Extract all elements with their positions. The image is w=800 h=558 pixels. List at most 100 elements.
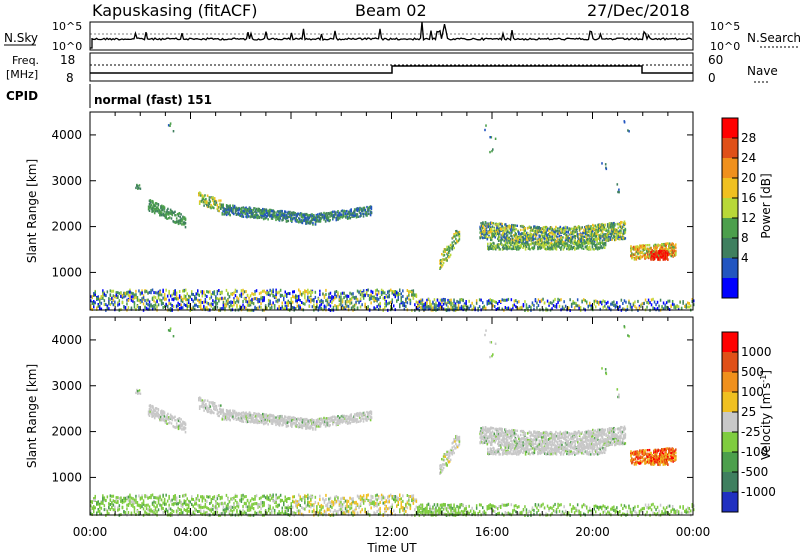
range-gate-cell — [386, 303, 388, 306]
range-gate-cell — [360, 293, 362, 296]
range-gate-cell — [399, 289, 401, 292]
range-gate-cell — [209, 401, 211, 403]
range-gate-cell — [588, 248, 590, 250]
range-gate-cell — [492, 225, 494, 227]
range-gate-cell — [280, 307, 282, 310]
range-gate-cell — [363, 213, 365, 215]
range-gate-cell — [471, 302, 473, 305]
range-gate-cell — [441, 253, 443, 255]
range-gate-cell — [172, 419, 174, 421]
range-gate-cell — [365, 209, 367, 211]
range-gate-cell — [583, 298, 585, 301]
range-gate-cell — [594, 303, 596, 306]
range-gate-cell — [625, 229, 627, 231]
range-gate-cell — [647, 253, 649, 255]
range-gate-cell — [535, 298, 537, 301]
range-gate-cell — [242, 292, 244, 295]
range-gate-cell — [164, 415, 166, 417]
range-gate-cell — [213, 207, 215, 209]
range-gate-cell — [404, 302, 406, 305]
range-gate-cell — [431, 303, 433, 306]
range-gate-cell — [613, 304, 615, 307]
range-gate-cell — [560, 298, 562, 301]
range-gate-cell — [416, 301, 418, 304]
range-gate-cell — [639, 307, 641, 310]
range-gate-cell — [159, 291, 161, 294]
range-gate-cell — [149, 210, 151, 212]
freq-tick-high: 18 — [60, 53, 75, 67]
range-gate-cell — [185, 431, 187, 433]
range-gate-cell — [368, 213, 370, 215]
range-gate-cell — [396, 300, 398, 303]
range-gate-cell — [187, 298, 189, 301]
range-gate-cell — [277, 291, 279, 294]
range-gate-cell — [655, 303, 657, 306]
range-gate-cell — [128, 306, 130, 309]
range-gate-cell — [624, 299, 626, 302]
range-gate-cell — [224, 303, 226, 306]
range-gate-cell — [549, 233, 551, 235]
range-gate-cell — [636, 307, 638, 310]
range-gate-cell — [465, 302, 467, 305]
range-gate-cell — [205, 403, 207, 405]
range-gate-cell — [360, 306, 362, 309]
range-gate-cell — [560, 236, 562, 238]
range-gate-cell — [203, 204, 205, 206]
range-gate-cell — [346, 301, 348, 304]
range-gate-cell — [352, 295, 354, 298]
range-gate-cell — [300, 306, 302, 309]
range-gate-cell — [215, 301, 217, 304]
range-gate-cell — [239, 294, 241, 297]
range-gate-cell — [449, 247, 451, 249]
range-gate-cell — [325, 293, 327, 296]
range-gate-cell — [298, 289, 300, 292]
range-gate-cell — [161, 214, 163, 216]
range-gate-cell — [157, 210, 159, 212]
range-gate-cell — [645, 248, 647, 250]
range-gate-cell — [443, 262, 445, 264]
range-gate-cell — [670, 305, 672, 308]
range-gate-cell — [512, 304, 514, 307]
range-gate-cell — [447, 248, 449, 250]
range-gate-cell — [271, 306, 273, 309]
range-gate-cell — [256, 307, 257, 310]
range-gate-cell — [144, 306, 146, 309]
range-gate-cell — [350, 217, 352, 219]
range-gate-cell — [272, 294, 274, 297]
range-gate-cell — [131, 307, 133, 310]
range-gate-cell — [502, 227, 504, 229]
range-gate-cell — [289, 211, 291, 213]
range-gate-cell — [426, 306, 428, 309]
range-gate-cell — [588, 305, 590, 308]
range-gate-cell — [526, 246, 528, 248]
range-gate-cell — [559, 305, 561, 308]
range-gate-cell — [522, 243, 524, 245]
range-gate-cell — [650, 251, 652, 253]
range-gate-cell — [221, 292, 223, 295]
range-gate-cell — [613, 301, 615, 304]
range-gate-cell — [437, 299, 439, 302]
range-gate-cell — [501, 244, 503, 246]
range-gate-cell — [181, 304, 183, 307]
range-gate-cell — [282, 302, 284, 305]
range-gate-cell — [444, 254, 446, 256]
range-gate-cell — [198, 399, 200, 401]
range-gate-cell — [212, 291, 214, 294]
range-gate-cell — [158, 203, 160, 205]
range-gate-cell — [405, 305, 407, 308]
range-gate-cell — [322, 293, 324, 296]
range-gate-cell — [393, 304, 395, 307]
range-gate-cell — [524, 300, 526, 303]
range-gate-cell — [135, 392, 137, 394]
range-gate-cell — [263, 218, 265, 220]
range-gate-cell — [208, 205, 210, 207]
range-gate-cell — [567, 231, 569, 233]
range-gate-cell — [687, 306, 689, 309]
range-gate-cell — [108, 297, 110, 300]
range-gate-cell — [181, 223, 183, 225]
range-gate-cell — [489, 136, 491, 138]
range-gate-cell — [144, 299, 146, 302]
range-gate-cell — [315, 291, 317, 294]
range-gate-cell — [185, 295, 187, 298]
range-gate-cell — [479, 298, 481, 301]
